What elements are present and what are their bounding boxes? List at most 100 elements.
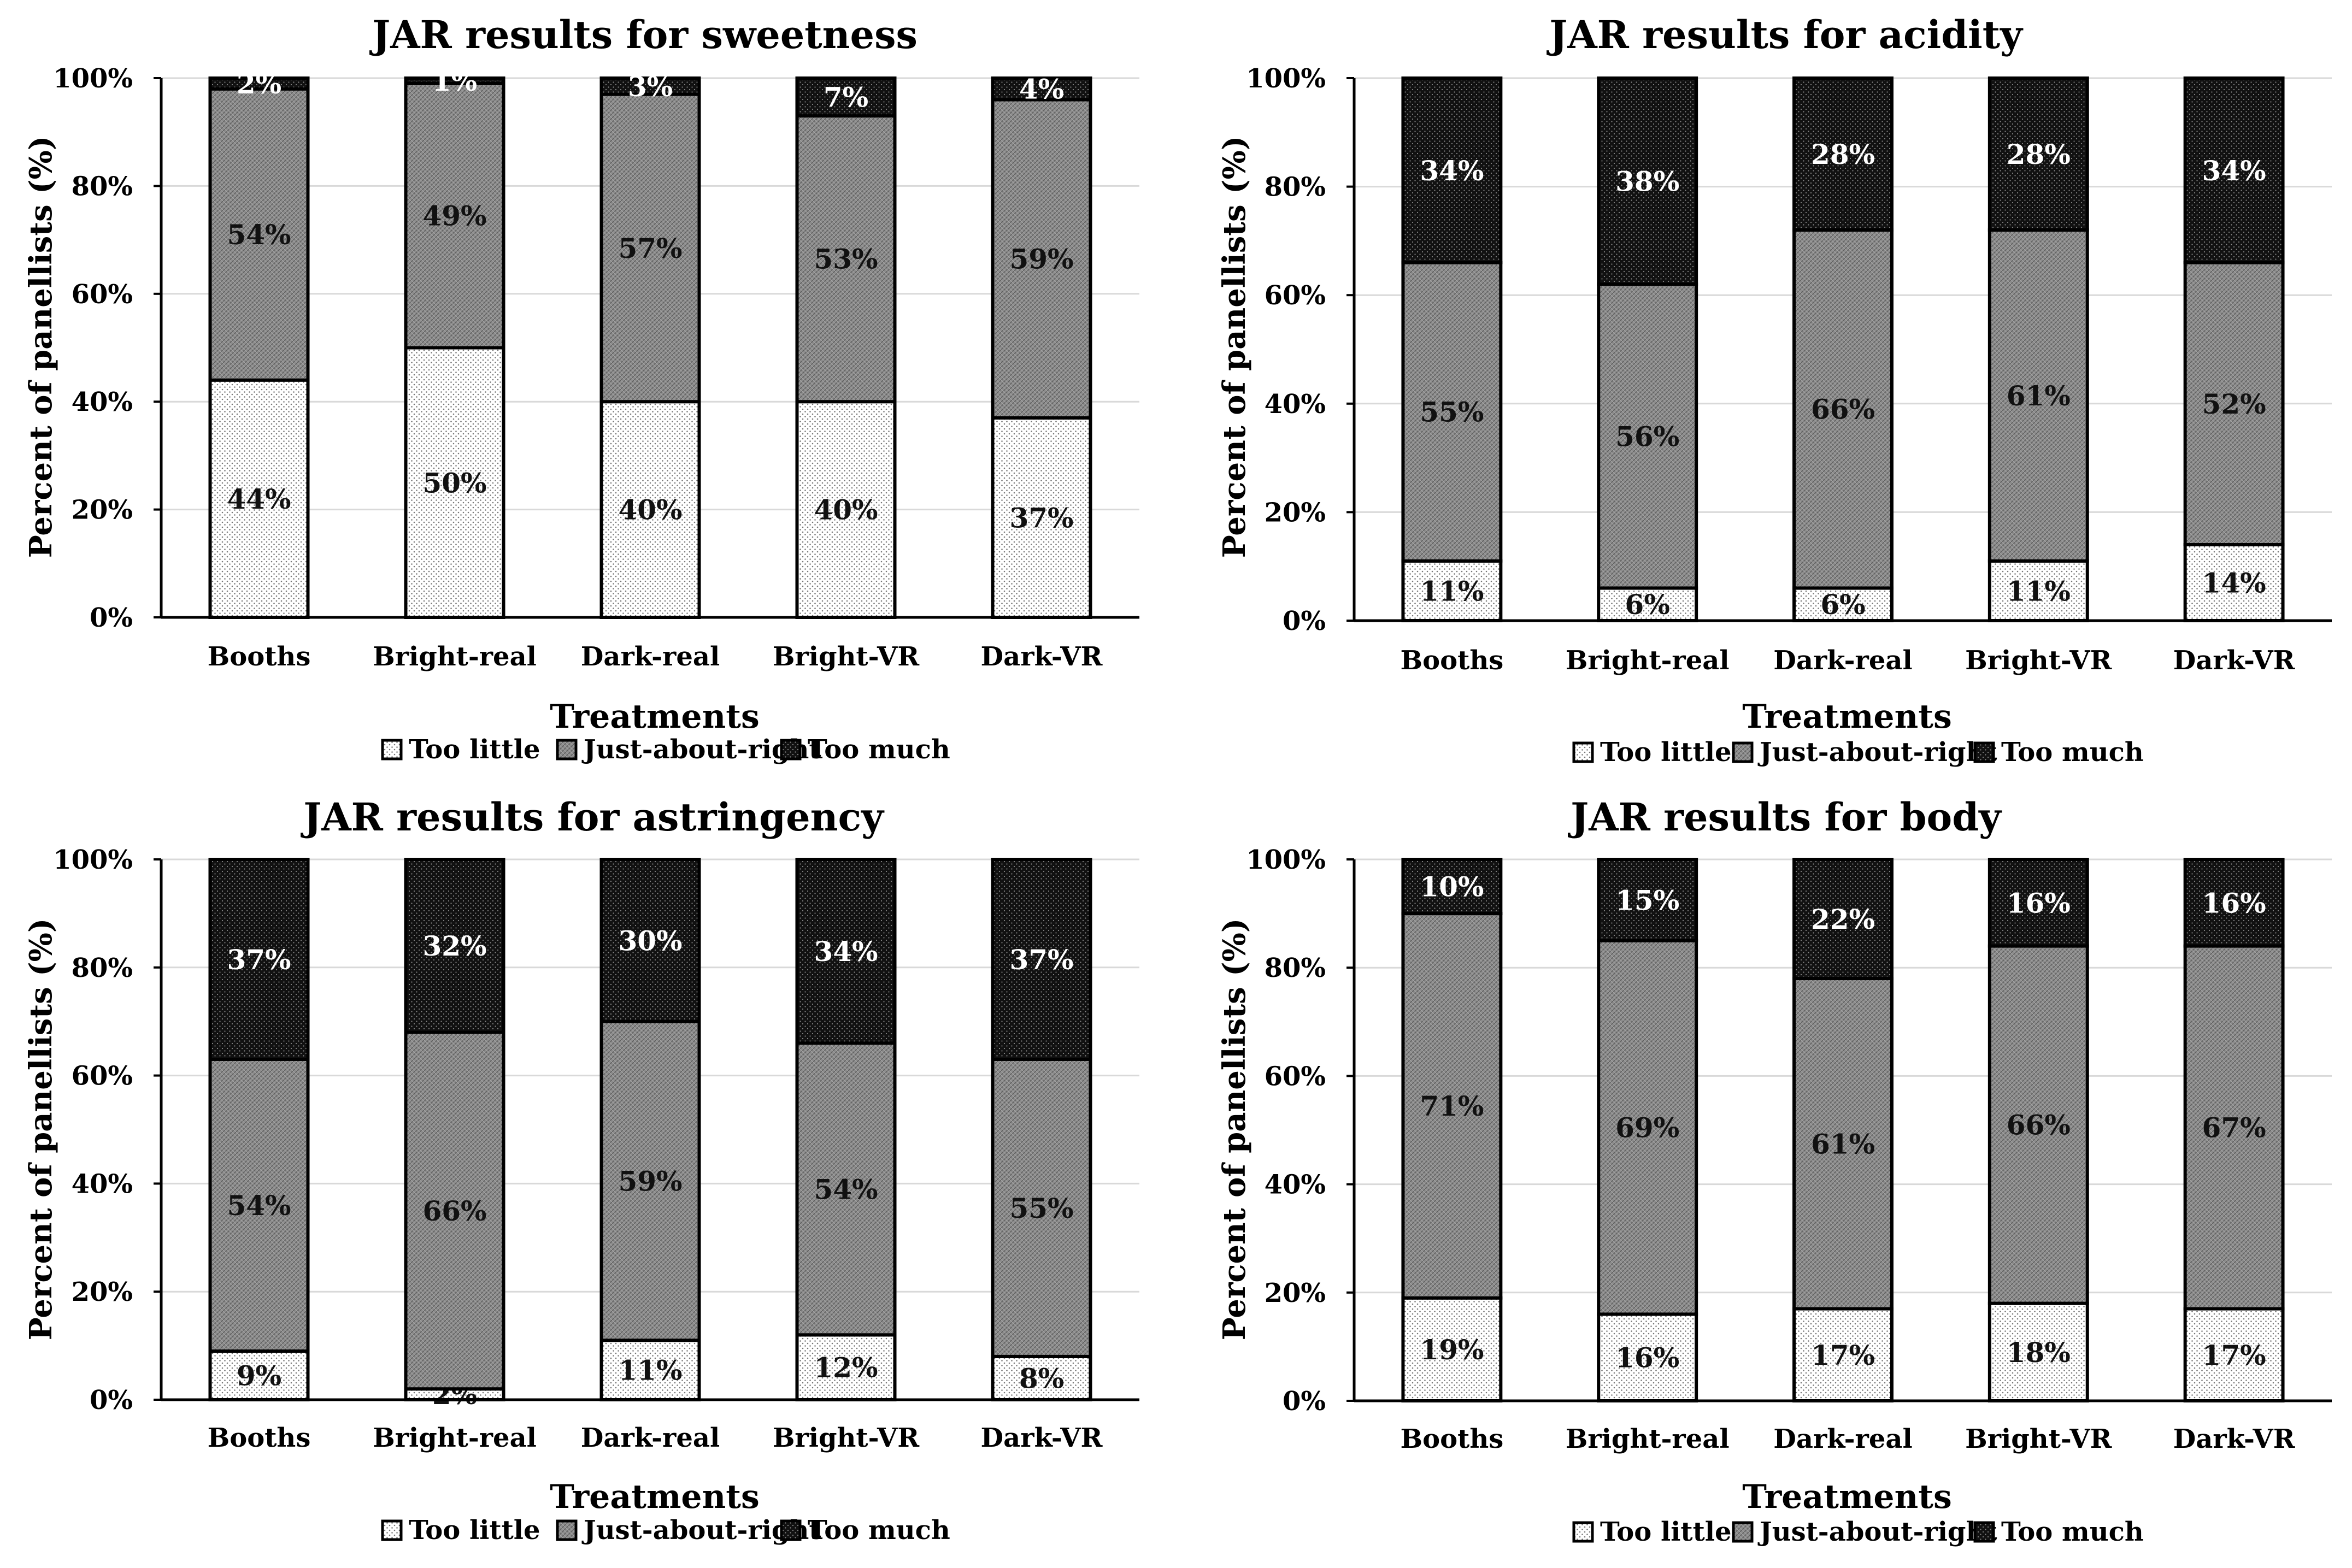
legend-label-just-about-right: Just-about-right	[1757, 737, 1997, 768]
data-label-just-about-right: 53%	[814, 243, 878, 275]
bar-segment-just-about-right	[1792, 977, 1894, 1311]
x-tick-label: Bright-real	[1566, 1424, 1730, 1454]
stacked-bar: 19% 71% 10%	[1401, 858, 1503, 1402]
legend: Too little Just-about-right Too much	[381, 734, 950, 765]
bar-segment-just-about-right	[404, 1030, 505, 1391]
data-label-just-about-right: 55%	[1420, 396, 1484, 428]
legend-swatch-just-about-right	[556, 739, 578, 761]
x-tick-label: Bright-VR	[773, 641, 920, 672]
y-tick-label: 40%	[1265, 389, 1326, 420]
x-tick-label: Bright-real	[373, 1423, 537, 1453]
bar-segment-too-much	[1597, 858, 1698, 942]
data-label-too-little: 11%	[1420, 575, 1484, 607]
stacked-bar: 50% 49% 1%	[404, 65, 505, 619]
x-tick-label: Dark-VR	[981, 1423, 1103, 1453]
data-label-just-about-right: 67%	[2202, 1112, 2266, 1144]
bar-segment-too-little	[208, 378, 310, 619]
y-tick-label: 0%	[90, 1385, 133, 1416]
data-label-too-much: 34%	[1420, 155, 1484, 187]
data-label-too-much: 28%	[1811, 138, 1875, 170]
x-axis-label: Treatments	[1742, 1478, 1951, 1516]
legend-swatch-just-about-right	[1732, 1521, 1754, 1543]
x-axis-label: Treatments	[550, 1478, 759, 1516]
bar-segment-too-much	[1401, 76, 1503, 264]
bar-segment-too-little	[1792, 586, 1894, 623]
data-label-just-about-right: 49%	[422, 200, 486, 232]
legend-swatch-too-much	[1973, 741, 1995, 763]
bar-segment-just-about-right	[208, 87, 310, 382]
y-tick-label: 20%	[1265, 1278, 1326, 1308]
bar-segment-too-much	[795, 76, 897, 118]
legend: Too little Just-about-right Too much	[1572, 1517, 2144, 1547]
data-label-just-about-right: 66%	[2007, 1109, 2071, 1141]
y-axis-label: Percent of panellists (%)	[23, 918, 59, 1341]
stacked-bar: 6% 66% 28%	[1792, 76, 1894, 623]
bar-segment-too-much	[208, 858, 310, 1061]
stacked-bar: 9% 54% 37%	[208, 858, 310, 1401]
legend-swatch-too-little	[381, 739, 403, 761]
data-label-too-little: 17%	[2202, 1339, 2266, 1371]
y-axis-label: Percent of panellists (%)	[1216, 918, 1253, 1341]
x-tick-label: Dark-real	[1773, 645, 1912, 676]
x-tick-label: Bright-real	[1566, 645, 1730, 676]
data-label-too-much: 16%	[2202, 887, 2266, 919]
bar-segment-just-about-right	[1401, 261, 1503, 563]
data-label-too-little: 14%	[2202, 567, 2266, 599]
bar-segment-too-much	[2183, 858, 2285, 948]
stacked-bar: 11% 55% 34%	[1401, 76, 1503, 623]
stacked-bar: 14% 52% 34%	[2183, 76, 2285, 622]
bar-segment-just-about-right	[599, 92, 701, 404]
bar-segment-too-little	[991, 416, 1092, 619]
data-label-too-much: 34%	[814, 935, 878, 968]
y-tick-label: 80%	[1265, 172, 1326, 203]
x-tick-label: Dark-real	[1773, 1424, 1912, 1454]
bar-segment-too-much	[599, 76, 701, 96]
bar-segment-too-much	[1988, 76, 2089, 232]
stacked-bar: 17% 61% 22%	[1792, 858, 1894, 1403]
legend-label-too-much: Too much	[2001, 1517, 2144, 1547]
bar-segment-too-much	[1792, 76, 1894, 232]
data-label-just-about-right: 54%	[814, 1173, 878, 1205]
y-tick-label: 60%	[1265, 280, 1326, 311]
stacked-bar: 8% 55% 37%	[991, 858, 1092, 1401]
data-label-too-much: 1%	[432, 65, 477, 97]
bar-segment-just-about-right	[1988, 228, 2089, 563]
legend: Too little Just-about-right Too much	[381, 1515, 950, 1546]
x-tick-label: Dark-VR	[981, 641, 1103, 672]
bar-segment-too-much	[991, 76, 1092, 102]
data-label-too-much: 38%	[1615, 166, 1679, 198]
stacked-bar: 6% 56% 38%	[1597, 76, 1698, 623]
legend-swatch-just-about-right	[1732, 741, 1754, 763]
chart-acidity: JAR results for acidity Percent of panel…	[1216, 12, 2332, 768]
bar-segment-too-little	[795, 1333, 897, 1402]
data-label-too-little: 37%	[1009, 502, 1073, 534]
bar-segment-too-much	[404, 858, 505, 1034]
x-tick-label: Dark-VR	[2173, 1424, 2296, 1454]
bar-segment-too-little	[2183, 543, 2285, 622]
x-tick-label: Booths	[1401, 1424, 1504, 1454]
data-label-too-much: 16%	[2007, 887, 2071, 919]
bar-segment-too-much	[1597, 76, 1698, 286]
y-tick-label: 80%	[72, 953, 133, 983]
stacked-bar: 40% 57% 3%	[599, 70, 701, 619]
data-label-too-much: 30%	[618, 924, 682, 957]
data-label-too-little: 12%	[814, 1352, 878, 1384]
data-label-just-about-right: 52%	[2202, 388, 2266, 420]
data-label-just-about-right: 56%	[1615, 420, 1679, 452]
stacked-bar: 16% 69% 15%	[1597, 858, 1698, 1402]
chart-title: JAR results for acidity	[1546, 12, 2024, 57]
y-axis-label: Percent of panellists (%)	[1216, 136, 1253, 558]
legend-swatch-too-little	[381, 1519, 403, 1541]
x-tick-label: Bright-VR	[1965, 1424, 2112, 1454]
data-label-just-about-right: 69%	[1615, 1112, 1679, 1144]
data-label-just-about-right: 71%	[1420, 1090, 1484, 1122]
bar-segment-too-much	[1988, 858, 2089, 948]
legend-label-too-little: Too little	[1600, 1517, 1732, 1547]
data-label-too-much: 32%	[422, 930, 486, 962]
bar-segment-just-about-right	[991, 1057, 1092, 1358]
legend-swatch-just-about-right	[556, 1519, 578, 1541]
data-label-too-little: 8%	[1019, 1362, 1064, 1394]
bar-segment-too-much	[795, 858, 897, 1045]
bar-segment-just-about-right	[1792, 228, 1894, 590]
legend-label-too-little: Too little	[409, 1515, 540, 1546]
